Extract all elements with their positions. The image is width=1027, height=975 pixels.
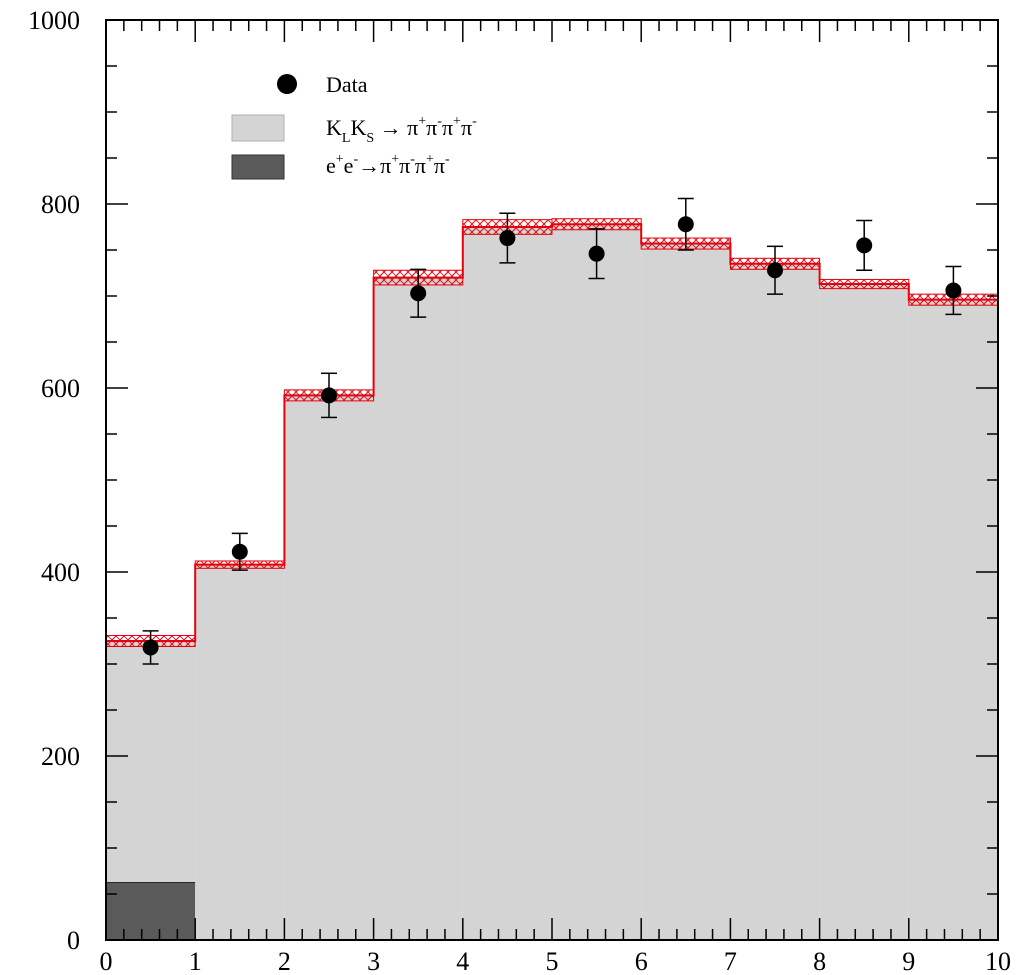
legend-ee-label: e+e-→π+π-π+π- xyxy=(326,152,450,178)
x-tick-label-4: 4 xyxy=(456,947,469,975)
legend-kk-swatch xyxy=(231,114,285,142)
x-tick-label-9: 9 xyxy=(902,947,915,975)
bar-kk-bin-3 xyxy=(373,277,463,941)
data-point-3 xyxy=(410,285,427,302)
bar-kk-bin-8 xyxy=(819,284,909,940)
x-tick-label-2: 2 xyxy=(278,947,291,975)
legend: Data KLKS → π+π-π+π- e+e-→π+π-π+π- xyxy=(231,72,477,180)
x-tick-label-6: 6 xyxy=(635,947,648,975)
legend-ee-swatch xyxy=(231,154,285,180)
bar-kk-bin-1 xyxy=(195,564,285,940)
bar-kk-bin-2 xyxy=(284,395,374,940)
histogram-layer xyxy=(106,224,998,941)
y-tick-label-200: 200 xyxy=(41,742,80,771)
y-tick-label-1000: 1000 xyxy=(28,6,80,35)
bar-kk-bin-5 xyxy=(552,224,642,941)
bar-kk-bin-7 xyxy=(730,263,820,940)
x-tick-label-10: 10 xyxy=(985,947,1011,975)
x-tick-label-5: 5 xyxy=(546,947,559,975)
legend-data-marker xyxy=(277,74,297,94)
data-point-4 xyxy=(499,230,516,247)
y-tick-label-0: 0 xyxy=(67,926,80,955)
data-points-layer xyxy=(142,197,962,665)
y-tick-label-800: 800 xyxy=(41,190,80,219)
axes-layer: 0 200 400 600 800 1000 0 1 2 3 4 5 6 7 8 9 10 xyxy=(28,6,1011,975)
x-tick-label-7: 7 xyxy=(724,947,737,975)
x-tick-label-1: 1 xyxy=(189,947,202,975)
data-point-5 xyxy=(588,245,605,262)
data-point-2 xyxy=(321,387,337,404)
data-point-1 xyxy=(231,543,248,560)
y-tick-label-400: 400 xyxy=(41,558,80,587)
data-point-7 xyxy=(767,262,783,279)
data-point-6 xyxy=(677,216,694,233)
data-point-0 xyxy=(142,639,159,656)
bar-ee-bin-0 xyxy=(106,882,196,940)
bar-kk-bin-4 xyxy=(462,227,552,940)
bar-kk-bin-9 xyxy=(908,299,998,940)
x-tick-label-3: 3 xyxy=(367,947,380,975)
x-tick-label-8: 8 xyxy=(813,947,826,975)
data-point-8 xyxy=(856,237,873,254)
legend-data-label: Data xyxy=(326,72,368,97)
data-point-9 xyxy=(945,282,962,299)
x-tick-label-0: 0 xyxy=(100,947,113,975)
bar-kk-bin-0 xyxy=(106,641,196,883)
legend-kk-label: KLKS → π+π-π+π- xyxy=(326,114,477,146)
y-tick-label-600: 600 xyxy=(41,374,80,403)
bar-kk-bin-6 xyxy=(641,243,731,940)
